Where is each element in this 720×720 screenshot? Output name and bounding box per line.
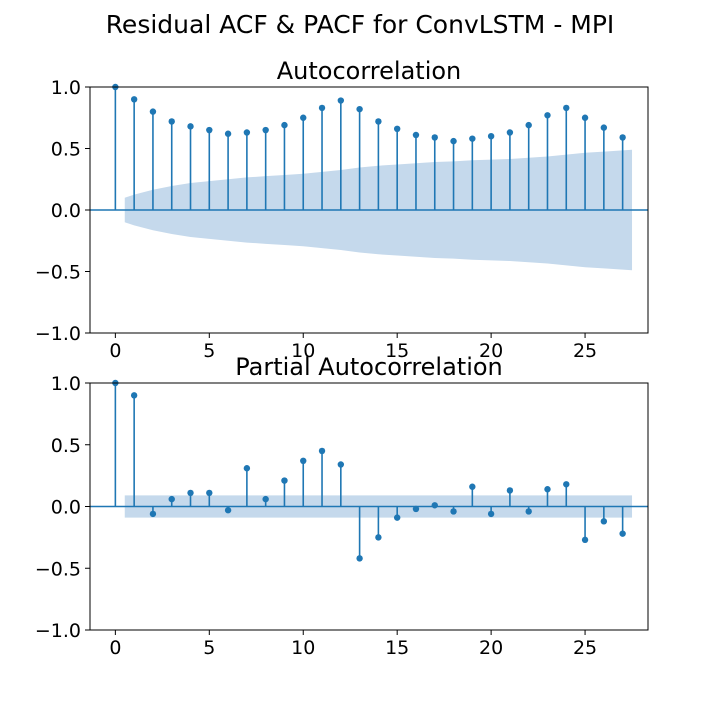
acf-point-lag-12: [337, 97, 345, 104]
pacf-point-lag-6: [224, 507, 232, 514]
pacf-ytick-label-2: 0.0: [51, 497, 81, 519]
acf-xtick-label-0: 0: [109, 340, 121, 362]
pacf-point-lag-9: [281, 477, 288, 484]
acf-title: Autocorrelation: [277, 57, 462, 85]
pacf-point-lag-16: [412, 505, 420, 513]
acf-point-lag-14: [375, 118, 382, 125]
pacf-point-lag-24: [563, 481, 570, 488]
acf-ytick-label-4: −1.0: [35, 323, 81, 345]
pacf-point-lag-19: [469, 483, 476, 490]
pacf-point-lag-20: [487, 510, 495, 518]
pacf-point-lag-11: [318, 447, 326, 455]
acf-xtick-label-20: 20: [479, 340, 503, 362]
acf-point-lag-2: [149, 108, 157, 115]
pacf-point-lag-13: [356, 555, 363, 562]
pacf-point-lag-7: [243, 465, 251, 472]
acf-point-lag-16: [412, 131, 420, 139]
acf-point-lag-1: [130, 96, 138, 103]
acf-point-lag-21: [506, 129, 514, 136]
pacf-panel: 0 5 10 15 20 25 1.0 0.5 0.0 −0.5 −1.0 Partial Autoc…: [35, 353, 649, 659]
pacf-point-lag-12: [337, 461, 345, 468]
pacf-xtick-label-20: 20: [479, 637, 503, 659]
acf-point-lag-11: [318, 104, 326, 112]
pacf-title: Partial Autocorrelation: [235, 353, 503, 381]
pacf-point-lag-5: [206, 489, 213, 497]
pacf-point-lag-1: [130, 392, 138, 399]
acf-point-lag-6: [224, 130, 232, 137]
pacf-point-lag-17: [431, 502, 438, 509]
pacf-point-lag-14: [375, 534, 382, 541]
acf-point-lag-18: [450, 137, 457, 145]
acf-xtick-label-10: 10: [291, 340, 315, 362]
acf-point-lag-19: [469, 135, 476, 142]
pacf-xtick-label-15: 15: [385, 637, 409, 659]
pacf-point-lag-18: [450, 508, 457, 515]
pacf-xtick-label-25: 25: [573, 637, 597, 659]
pacf-point-lag-23: [544, 486, 551, 493]
acf-point-lag-27: [619, 134, 626, 141]
pacf-point-lag-25: [581, 536, 589, 544]
pacf-point-lag-4: [187, 489, 194, 497]
pacf-point-lag-8: [262, 495, 269, 503]
acf-xtick-label-25: 25: [573, 340, 597, 362]
pacf-point-lag-27: [619, 530, 626, 537]
acf-point-lag-25: [581, 114, 589, 121]
acf-point-lag-9: [281, 121, 288, 129]
acf-point-lag-4: [187, 123, 194, 130]
acf-point-lag-23: [544, 112, 551, 119]
acf-point-lag-20: [487, 133, 495, 140]
acf-xtick-label-15: 15: [385, 340, 409, 362]
acf-point-lag-8: [262, 126, 269, 134]
pacf-point-lag-15: [393, 514, 401, 521]
pacf-ytick-label-3: −0.5: [35, 558, 81, 580]
acf-point-lag-26: [600, 124, 608, 131]
acf-point-lag-7: [243, 129, 251, 136]
acf-point-lag-13: [356, 105, 363, 113]
pacf-point-lag-26: [600, 518, 608, 525]
pacf-xtick-label-5: 5: [203, 637, 215, 659]
pacf-ytick-label-4: −1.0: [35, 620, 81, 642]
acf-point-lag-5: [206, 126, 213, 134]
pacf-ytick-label-0: 1.0: [51, 373, 81, 395]
acf-point-lag-22: [525, 121, 532, 129]
acf-ytick-label-0: 1.0: [51, 77, 81, 99]
acf-point-lag-17: [431, 134, 438, 141]
acf-ytick-label-1: 0.5: [51, 139, 81, 161]
acf-point-lag-10: [300, 114, 307, 121]
acf-ytick-label-3: −0.5: [35, 262, 81, 284]
pacf-xtick-label-0: 0: [109, 637, 121, 659]
pacf-xtick-label-10: 10: [291, 637, 315, 659]
acf-point-lag-3: [168, 118, 175, 125]
pacf-point-lag-21: [506, 487, 514, 494]
pacf-point-lag-2: [149, 510, 157, 518]
pacf-point-lag-3: [168, 495, 175, 503]
acf-point-lag-15: [393, 125, 401, 133]
pacf-point-lag-10: [300, 457, 307, 465]
acf-panel: 0 5 10 15 20 25 1.0 0.5 0.0 −0.5 −1.0 Autocorrelati…: [35, 57, 649, 362]
pacf-ytick-label-1: 0.5: [51, 435, 81, 457]
acf-xtick-label-5: 5: [203, 340, 215, 362]
acf-point-lag-24: [563, 104, 570, 112]
acf-ytick-label-2: 0.0: [51, 200, 81, 222]
pacf-point-lag-22: [525, 508, 532, 515]
figure-title: Residual ACF & PACF for ConvLSTM - MPI: [106, 10, 615, 39]
